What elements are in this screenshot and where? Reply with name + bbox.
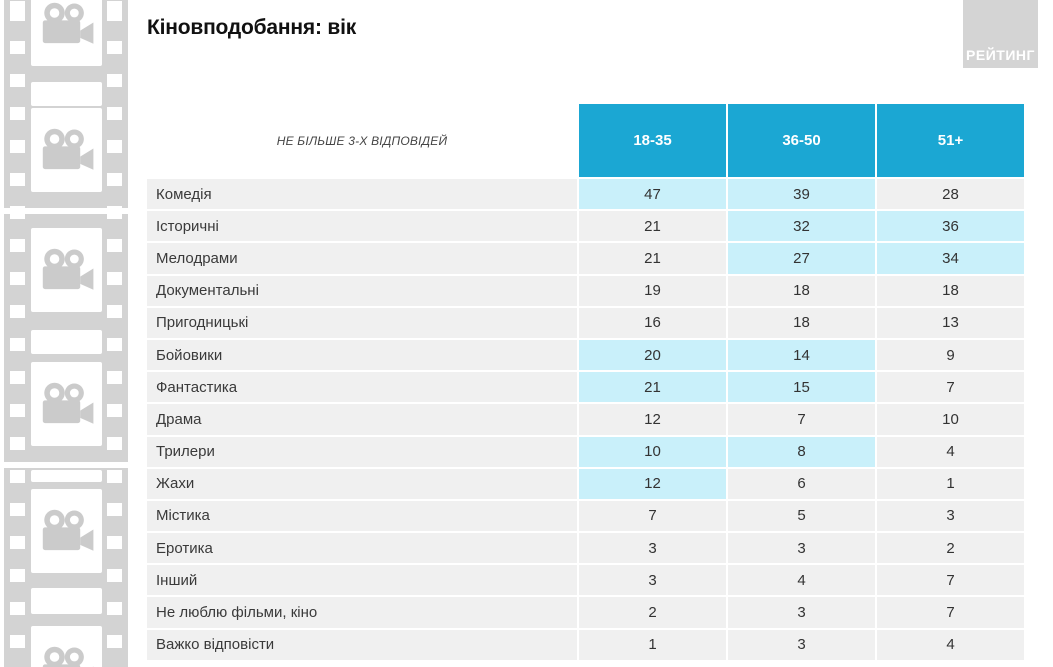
value-cell: 7: [579, 500, 726, 532]
rating-logo-text: РЕЙТИНГ: [966, 47, 1035, 63]
value-cell: 6: [728, 468, 875, 499]
film-frame: [31, 0, 102, 66]
row-label: Фантастика: [147, 372, 577, 403]
value-cell: 1: [877, 468, 1024, 499]
film-frame-blank: [31, 82, 102, 106]
row-label: Жахи: [147, 468, 577, 499]
value-cell: 16: [579, 307, 726, 338]
value-cell: 36: [877, 211, 1024, 242]
film-frame: [31, 489, 102, 573]
value-cell: 34: [877, 243, 1024, 274]
film-frame-blank: [31, 330, 102, 354]
value-cell: 1: [579, 629, 726, 660]
value-cell: 21: [579, 211, 726, 242]
film-strip-break: [4, 208, 128, 214]
value-cell: 12: [579, 468, 726, 499]
value-cell: 3: [579, 565, 726, 596]
value-cell: 4: [877, 629, 1024, 660]
value-cell: 3: [579, 533, 726, 564]
filmstrip-decoration: [4, 0, 128, 667]
value-cell: 18: [877, 275, 1024, 306]
film-strip-break: [4, 462, 128, 468]
movie-camera-icon: [42, 382, 93, 424]
film-frame: [31, 228, 102, 312]
row-label: Драма: [147, 404, 577, 435]
value-cell: 3: [728, 533, 875, 564]
value-cell: 32: [728, 211, 875, 242]
film-frame-blank: [31, 470, 102, 482]
movie-camera-icon: [42, 2, 93, 44]
value-cell: 8: [728, 436, 875, 467]
rating-logo: РЕЙТИНГ: [963, 0, 1038, 68]
value-cell: 20: [579, 339, 726, 371]
value-cell: 7: [877, 372, 1024, 403]
row-label: Еротика: [147, 533, 577, 564]
value-cell: 7: [877, 565, 1024, 596]
column-header: 51+: [877, 104, 1024, 177]
row-label: Трилери: [147, 436, 577, 467]
movie-camera-icon: [42, 128, 93, 170]
value-cell: 14: [728, 339, 875, 371]
value-cell: 28: [877, 179, 1024, 210]
value-cell: 9: [877, 339, 1024, 371]
value-cell: 7: [728, 404, 875, 435]
value-cell: 21: [579, 243, 726, 274]
page-title: Кіновподобання: вік: [147, 16, 357, 39]
row-label: Містика: [147, 500, 577, 532]
film-frame: [31, 626, 102, 667]
film-frame-blank: [31, 588, 102, 614]
value-cell: 7: [877, 597, 1024, 628]
row-label: Не люблю фільми, кіно: [147, 597, 577, 628]
value-cell: 39: [728, 179, 875, 210]
value-cell: 3: [728, 597, 875, 628]
row-label: Комедія: [147, 179, 577, 210]
row-label: Документальні: [147, 275, 577, 306]
value-cell: 13: [877, 307, 1024, 338]
value-cell: 2: [877, 533, 1024, 564]
value-cell: 18: [728, 307, 875, 338]
value-cell: 19: [579, 275, 726, 306]
value-cell: 27: [728, 243, 875, 274]
movie-camera-icon: [42, 646, 93, 667]
row-label: Пригодницькі: [147, 307, 577, 338]
value-cell: 10: [579, 436, 726, 467]
value-cell: 4: [728, 565, 875, 596]
row-label: Історичні: [147, 211, 577, 242]
row-label: Інший: [147, 565, 577, 596]
movie-camera-icon: [42, 509, 93, 551]
value-cell: 18: [728, 275, 875, 306]
row-label: Важко відповісти: [147, 629, 577, 660]
value-cell: 21: [579, 372, 726, 403]
row-label: Мелодрами: [147, 243, 577, 274]
table-note: НЕ БІЛЬШЕ 3-Х ВІДПОВІДЕЙ: [276, 133, 448, 148]
film-frame: [31, 108, 102, 192]
value-cell: 15: [728, 372, 875, 403]
column-header: 36-50: [728, 104, 875, 177]
value-cell: 2: [579, 597, 726, 628]
row-label: Бойовики: [147, 339, 577, 371]
value-cell: 10: [877, 404, 1024, 435]
preference-table: НЕ БІЛЬШЕ 3-Х ВІДПОВІДЕЙ 18-35 36-50 51+ Ком…: [147, 104, 1024, 660]
column-header: 18-35: [579, 104, 726, 177]
movie-camera-icon: [42, 248, 93, 290]
value-cell: 12: [579, 404, 726, 435]
value-cell: 47: [579, 179, 726, 210]
film-sprocket-holes: [107, 0, 122, 667]
value-cell: 4: [877, 436, 1024, 467]
film-sprocket-holes: [10, 0, 25, 667]
value-cell: 5: [728, 500, 875, 532]
film-frame: [31, 362, 102, 446]
value-cell: 3: [877, 500, 1024, 532]
value-cell: 3: [728, 629, 875, 660]
